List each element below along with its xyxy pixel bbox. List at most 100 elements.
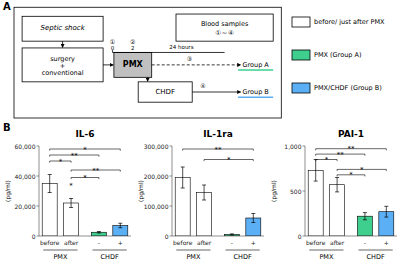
error-cap [230,235,234,236]
error-cap [118,223,122,224]
panel-label: B [3,122,11,133]
y-tick-label: 500 [290,188,302,195]
y-tick [37,146,40,147]
group-label: PMX [53,253,68,261]
significance-label: ** [92,167,100,175]
error-cap [48,174,52,175]
group-line [358,250,392,251]
flow-arrow [62,41,63,47]
y-axis [39,146,40,236]
legend-swatch [292,50,310,60]
error-stem [364,213,365,220]
legend-label: before/ just after PMX [314,18,385,26]
error-bar [202,185,206,200]
error-cap [363,219,367,220]
diagram-text: 24 hours [169,44,193,50]
y-tick-label: 300,000 [144,143,169,150]
flow-box [22,48,103,82]
group-line [43,250,77,251]
error-bar [48,175,52,193]
error-bar [97,232,101,234]
legend-label: PMX/CHDF (Group B) [314,84,382,92]
diagram-text: ③ [187,55,192,62]
significance-label: * [360,166,364,174]
flow-diagram: Septic shocksurgery+conventionalPMX①②02B… [14,7,281,118]
group-label: PMX [186,253,201,261]
bar [64,203,79,236]
error-cap [118,227,122,228]
error-stem [49,175,50,193]
bar-chart: PAI-1(pg/ml)05001,000*******beforeafter-… [270,129,398,261]
error-cap [384,217,388,218]
y-tick [303,146,306,147]
significance-label: ** [71,152,79,160]
flow-box [14,7,281,118]
y-tick-label: 0 [32,233,36,240]
significance-label: ** [337,151,345,159]
y-tick [37,206,40,207]
y-tick-label: 40,000 [15,173,36,180]
x-axis [305,236,397,237]
error-cap [48,192,52,193]
y-axis [305,146,306,236]
significance-label: ** [348,145,356,153]
error-cap [335,177,339,178]
y-tick [170,176,173,177]
group-line [176,250,210,251]
group-line [225,250,259,251]
error-cap [251,222,255,223]
error-stem [337,178,338,192]
y-tick-label: 20,000 [15,203,36,210]
y-axis-label: (pg/ml) [270,180,278,202]
error-cap [335,191,339,192]
x-tick-label: + [384,239,389,246]
error-cap [363,212,367,213]
error-bar [384,206,388,217]
error-bar [69,199,73,208]
plot-marks [175,149,261,236]
error-stem [386,206,387,217]
diagram-text: ② [130,38,135,45]
y-tick [303,191,306,192]
group-line [92,250,126,251]
error-cap [97,231,101,232]
significance-label: ** [215,146,223,154]
y-tick [170,146,173,147]
legend-swatch [292,83,310,93]
timeline [113,52,225,53]
significance-label: * [227,156,231,164]
y-tick-label: 0 [165,233,169,240]
error-cap [69,198,73,199]
error-stem [120,223,121,228]
bar [91,232,106,236]
group-label: CHDF [367,253,385,261]
y-tick-label: 0 [298,233,302,240]
x-tick-label: after [197,239,212,246]
y-tick-label: 1,000 [284,143,301,150]
significance-label: * [83,146,87,154]
y-tick-label: 100,000 [144,203,169,210]
y-tick-label: 200,000 [144,173,169,180]
error-bar [230,234,234,235]
error-bar [118,223,122,228]
error-cap [202,200,206,201]
chart-title: PAI-1 [338,129,364,139]
error-stem [315,160,316,182]
error-cap [384,206,388,207]
significance-label: * [83,174,87,182]
y-tick [303,236,306,237]
y-tick [170,236,173,237]
bar-chart: IL-1ra(pg/ml)0100,000200,000300,000***be… [137,129,265,261]
group-underline [238,69,273,71]
diagram-text: PMX [123,60,144,69]
y-axis-label: (pg/ml) [4,180,12,202]
x-tick-label: before [306,239,326,246]
flow-box [176,14,273,41]
error-cap [202,185,206,186]
panel-label: A [3,1,11,12]
flow-box [22,16,103,41]
error-bar [251,214,255,223]
chart-title: IL-6 [75,129,94,139]
flow-box [138,82,192,102]
flow-arrow [147,77,148,81]
